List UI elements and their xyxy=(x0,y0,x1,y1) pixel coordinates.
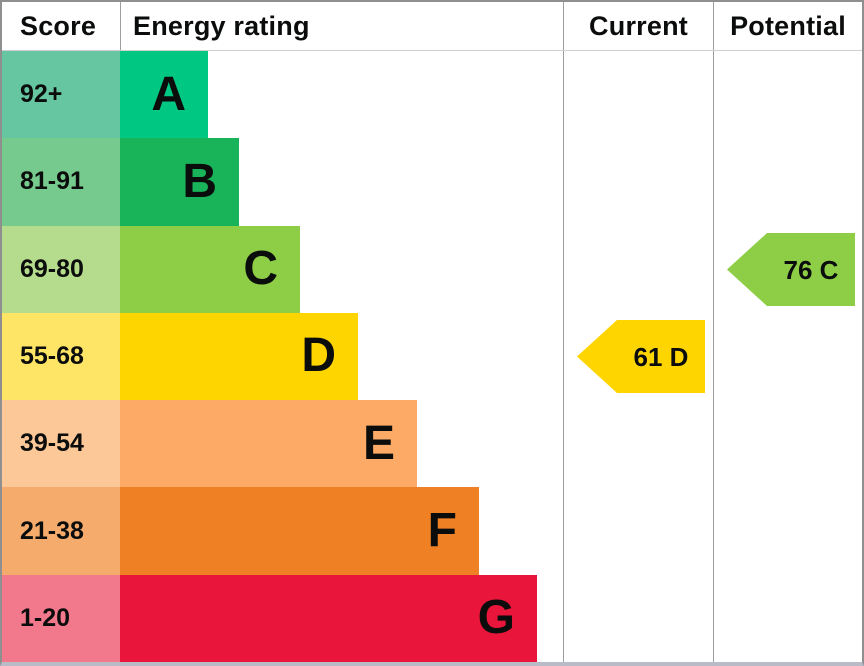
grade-bar-g: G xyxy=(120,574,537,662)
potential-cell xyxy=(713,312,862,401)
score-range-cell: 92+ xyxy=(2,51,120,139)
score-column-header: Score xyxy=(20,10,97,41)
energy-bar-area: C xyxy=(120,225,563,313)
band-row-c: 69-80 C 76 C xyxy=(2,225,862,313)
potential-rating-arrow: 76 C xyxy=(727,232,855,306)
score-range-cell: 55-68 xyxy=(2,312,120,401)
band-row-e: 39-54 E xyxy=(2,400,862,488)
potential-cell xyxy=(713,400,862,488)
score-range-label: 55-68 xyxy=(20,341,84,370)
energy-bar-area: G xyxy=(120,574,563,662)
band-row-d: 55-68 D 61 D xyxy=(2,312,862,401)
band-rows: 92+ A 81-91 B 69-80 xyxy=(2,51,862,662)
current-cell xyxy=(563,138,713,226)
score-range-cell: 21-38 xyxy=(2,487,120,575)
energy-bar-area: D xyxy=(120,312,563,401)
score-range-label: 39-54 xyxy=(20,429,84,458)
score-range-cell: 81-91 xyxy=(2,138,120,226)
current-cell xyxy=(563,574,713,662)
potential-cell xyxy=(713,574,862,662)
left-arrow-icon xyxy=(727,232,855,306)
grade-bar-c: C xyxy=(120,225,300,313)
band-row-f: 21-38 F xyxy=(2,487,862,575)
band-row-g: 1-20 G xyxy=(2,574,862,662)
grade-bar-e: E xyxy=(120,400,417,488)
score-range-label: 1-20 xyxy=(20,603,71,632)
energy-bar-area: E xyxy=(120,400,563,488)
current-column-header: Current xyxy=(563,2,713,50)
score-range-cell: 69-80 xyxy=(2,225,120,313)
grade-bar-a: A xyxy=(120,51,208,139)
grade-bar-d: D xyxy=(120,312,358,401)
grade-letter: C xyxy=(243,242,278,296)
grade-letter: A xyxy=(151,67,186,121)
current-cell xyxy=(563,487,713,575)
grade-letter: B xyxy=(182,154,217,208)
potential-rating-label: 76 C xyxy=(784,255,839,285)
energy-bar-area: B xyxy=(120,138,563,226)
score-range-label: 69-80 xyxy=(20,254,84,283)
score-range-label: 21-38 xyxy=(20,516,84,545)
grade-bar-f: F xyxy=(120,487,479,575)
grade-letter: E xyxy=(362,416,395,470)
current-cell xyxy=(563,400,713,488)
energy-bar-area: A xyxy=(120,51,563,139)
current-cell xyxy=(563,51,713,139)
current-cell xyxy=(563,225,713,313)
energy-bar-area: F xyxy=(120,487,563,575)
grade-letter: D xyxy=(301,329,336,383)
current-rating-arrow: 61 D xyxy=(577,319,705,393)
potential-cell xyxy=(713,51,862,139)
grade-bar-b: B xyxy=(120,138,239,226)
potential-column-header: Potential xyxy=(713,2,862,50)
score-range-cell: 39-54 xyxy=(2,400,120,488)
left-arrow-icon xyxy=(577,319,705,393)
current-cell: 61 D xyxy=(563,312,713,401)
potential-cell xyxy=(713,138,862,226)
grade-letter: F xyxy=(427,504,457,558)
energy-rating-column-header: Energy rating xyxy=(120,2,563,50)
score-range-label: 81-91 xyxy=(20,167,84,196)
potential-cell: 76 C xyxy=(713,225,862,313)
band-row-a: 92+ A xyxy=(2,51,862,139)
band-row-b: 81-91 B xyxy=(2,138,862,226)
chart-header-row: Score Energy rating Current Potential xyxy=(2,2,862,51)
potential-cell xyxy=(713,487,862,575)
score-range-label: 92+ xyxy=(20,80,63,109)
current-rating-label: 61 D xyxy=(634,342,689,372)
grade-letter: G xyxy=(477,591,515,645)
score-range-cell: 1-20 xyxy=(2,574,120,662)
